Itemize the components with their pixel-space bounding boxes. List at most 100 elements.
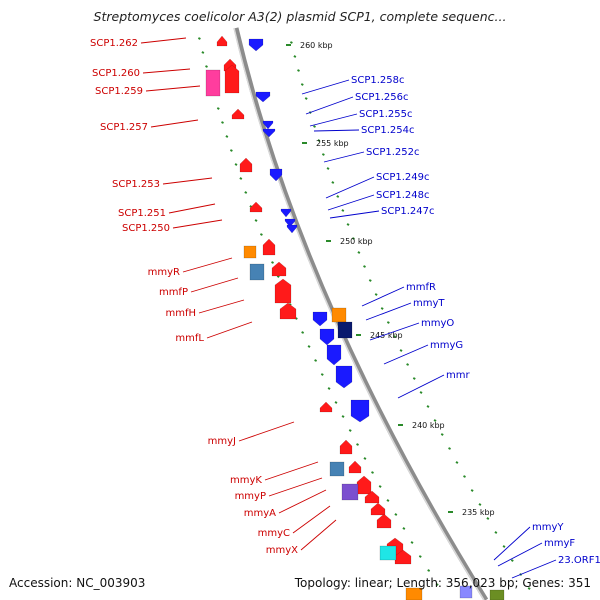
forward-gene-label: mmyR (148, 267, 180, 278)
tick-mark (271, 261, 274, 264)
tick-mark (393, 335, 397, 338)
forward-gene-block (341, 483, 359, 501)
reverse-gene-arrow (326, 344, 342, 366)
tick-mark (374, 293, 378, 296)
reverse-label-leader (397, 374, 445, 399)
forward-gene-arrow (339, 439, 353, 455)
reverse-gene-arrow (255, 91, 271, 103)
forward-gene-label: mmyK (230, 475, 262, 486)
tick-mark (239, 177, 243, 180)
tick-mark (254, 219, 258, 222)
reverse-label-leader (323, 151, 365, 163)
reverse-gene-arrow (312, 311, 328, 327)
reverse-gene-arrow (262, 128, 276, 138)
forward-gene-arrow (279, 302, 297, 320)
forward-gene-arrow (319, 401, 333, 413)
tick-mark (419, 391, 423, 394)
tick-mark (336, 195, 340, 198)
forward-gene-label: SCP1.260 (92, 68, 140, 79)
tick-mark (341, 415, 345, 418)
tick-mark (304, 97, 308, 100)
forward-gene-label: mmyJ (208, 436, 236, 447)
tick-mark (418, 555, 422, 558)
tick-mark (259, 233, 263, 236)
forward-gene-label: SCP1.250 (122, 223, 170, 234)
reverse-gene-arrow (286, 224, 298, 234)
kbp-marker-label: 255 kbp (316, 139, 349, 148)
tick-mark (386, 321, 390, 324)
forward-label-leader (182, 257, 233, 273)
forward-label-leader (206, 321, 253, 339)
forward-gene-label: SCP1.262 (90, 38, 138, 49)
tick-mark (478, 503, 482, 506)
tick-mark (313, 125, 316, 128)
tick-mark (527, 587, 531, 590)
tick-marks (197, 37, 531, 590)
reverse-gene-label: mmyY (532, 522, 564, 533)
forward-label-leader (278, 489, 327, 514)
tick-mark (301, 331, 305, 334)
forward-gene-label: mmfP (159, 287, 188, 298)
forward-label-leader (140, 37, 187, 44)
reverse-label-leader (497, 542, 543, 567)
tick-mark (334, 401, 338, 404)
forward-label-leader (142, 68, 191, 74)
accession-text: Accession: NC_003903 (9, 576, 146, 590)
tick-mark (307, 345, 311, 348)
kbp-marker-label: 235 kbp (462, 508, 495, 517)
tick-mark (402, 527, 406, 530)
reverse-gene-arrow (262, 120, 274, 130)
reverse-gene-label: SCP1.254c (361, 125, 415, 136)
tick-mark (331, 181, 335, 184)
reverse-label-leader (369, 322, 420, 341)
forward-gene-arrow (271, 261, 287, 277)
forward-gene-arrow (216, 35, 228, 47)
tick-mark (502, 545, 506, 548)
tick-mark (197, 37, 201, 40)
forward-gene-block (379, 545, 397, 561)
forward-gene-arrow (224, 64, 240, 94)
tick-mark (435, 583, 439, 586)
tick-mark (289, 41, 293, 44)
sequence-summary: Topology: linear; Length: 356,023 bp; Ge… (294, 576, 591, 590)
reverse-label-leader (313, 129, 360, 132)
forward-label-leader (172, 219, 223, 229)
forward-gene-block (329, 461, 345, 477)
forward-gene-arrow (356, 475, 372, 495)
tick-mark (205, 65, 208, 68)
reverse-gene-label: mmyF (544, 538, 575, 549)
reverse-gene-block (331, 307, 347, 323)
tick-mark (346, 223, 350, 226)
reverse-label-leader (361, 286, 405, 307)
tick-mark (433, 419, 437, 422)
forward-gene-arrow (364, 490, 380, 504)
tick-mark (341, 209, 345, 212)
tick-mark (216, 107, 220, 110)
reverse-gene-label: SCP1.256c (355, 92, 409, 103)
reverse-gene-label: mmyO (421, 318, 454, 329)
reverse-label-leader (309, 113, 358, 127)
tick-mark (244, 191, 248, 194)
tick-mark (448, 447, 451, 450)
tick-mark (320, 373, 324, 376)
tick-mark (486, 517, 490, 520)
reverse-gene-labels: SCP1.258c SCP1.256c SCP1.255c SCP1.254c SCP1… (301, 75, 600, 579)
reverse-gene-label: mmfR (406, 282, 436, 293)
tick-mark (351, 237, 355, 240)
reverse-label-leader (383, 344, 429, 365)
kbp-marker-label: 240 kbp (412, 421, 445, 430)
forward-gene-block (249, 263, 265, 281)
tick-mark (463, 475, 466, 478)
forward-gene-arrow (262, 238, 276, 256)
reverse-gene-arrow (248, 38, 264, 52)
forward-gene-arrow (274, 278, 292, 304)
tick-mark (317, 139, 321, 142)
reverse-gene-block (489, 589, 505, 600)
forward-gene-arrow (249, 201, 263, 213)
reverse-gene-block (337, 321, 353, 339)
forward-label-leader (292, 505, 331, 534)
forward-label-leader (150, 119, 199, 128)
forward-gene-arrow (348, 460, 362, 474)
tick-mark (297, 69, 300, 72)
forward-gene-label: SCP1.257 (100, 122, 148, 133)
